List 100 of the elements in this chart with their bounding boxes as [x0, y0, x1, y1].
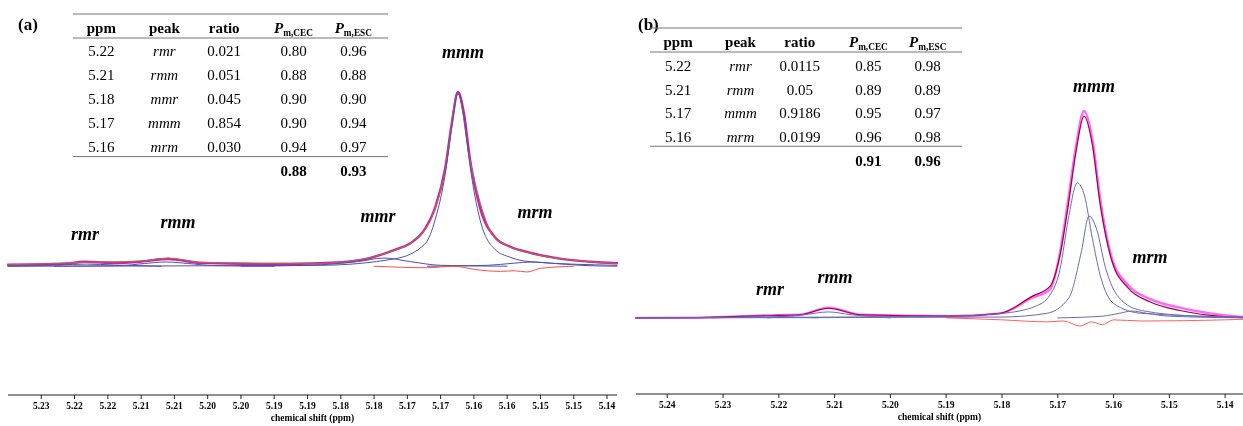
x-tick-label: 5.22 [99, 401, 117, 411]
annotation: 5.16 [664, 128, 692, 145]
x-tick-label: 5.14 [1216, 400, 1234, 410]
text: 0.05 [786, 81, 813, 98]
text: 0.89 [914, 81, 941, 98]
annotation: 0.97 [914, 105, 942, 122]
annotation: 0.90 [340, 91, 367, 107]
x-tick-label: 5.20 [882, 400, 899, 410]
x-tick-label: 5.18 [365, 401, 383, 411]
annotation: 0.045 [207, 91, 242, 107]
x-tick-label: 5.20 [232, 401, 250, 411]
annotation: mmr [360, 206, 397, 226]
x-tick-label: 5.20 [199, 401, 217, 411]
text: 5.21 [88, 67, 115, 83]
text: 5.22 [88, 43, 115, 59]
x-tick-label: 5.19 [299, 401, 317, 411]
x-tick-label: 5.15 [565, 401, 583, 411]
annotation: mrm [150, 139, 179, 155]
text: rmm [726, 81, 755, 98]
annotation: 5.17 [664, 105, 692, 122]
x-tick-label: 5.19 [265, 401, 283, 411]
annotation: 0.90 [280, 91, 307, 107]
x-tick-label: 5.16 [1105, 400, 1123, 410]
text: 0.0115 [779, 58, 821, 74]
text: 0.98 [914, 58, 941, 74]
text: 0.051 [207, 67, 242, 83]
annotation: rmm [160, 212, 196, 232]
x-tick-label: 5.17 [432, 401, 450, 411]
x-axis-title: chemical shift (ppm) [270, 413, 355, 424]
x-tick-label: 5.17 [399, 401, 416, 411]
x-tick-label: 5.23 [714, 400, 732, 410]
x-tick-label: 5.19 [937, 400, 955, 410]
x-axis-title: chemical shift (ppm) [897, 412, 982, 423]
chart-title: (b) [638, 15, 659, 34]
annotation: mrm [1132, 247, 1168, 267]
text: peak [148, 20, 181, 36]
x-tick-label: 5.16 [498, 401, 516, 411]
x-tick-label: 5.22 [770, 400, 788, 410]
x-tick-label: 5.18 [993, 400, 1011, 410]
text: 0.96 [340, 43, 367, 59]
text: ratio [784, 34, 816, 50]
x-tick-label: 5.16 [465, 401, 483, 411]
annotation: rmr [70, 224, 100, 244]
text: rmr [729, 58, 752, 74]
text: rmm [150, 67, 179, 83]
annotation: rmr [755, 279, 785, 299]
x-tick-label: 5.22 [66, 401, 84, 411]
text: ratio [208, 20, 240, 36]
text: P$_{m,CEC}$ [848, 34, 888, 52]
text: 0.88 [280, 67, 307, 83]
text: mmm [441, 42, 485, 62]
text: 5.21 [664, 81, 692, 98]
text: 0.021 [207, 43, 242, 59]
text: 0.88 [340, 67, 367, 83]
x-tick-label: 5.23 [32, 401, 50, 411]
annotation: 0.030 [207, 139, 242, 155]
annotation: 0.0199 [779, 128, 821, 145]
annotation: 0.96 [914, 152, 942, 169]
x-tick-label: 5.24 [658, 400, 676, 410]
x-tick-label: 5.15 [1161, 400, 1178, 410]
annotation: 0.98 [914, 128, 941, 145]
text: rmr [153, 43, 176, 59]
text: 0.89 [855, 81, 882, 98]
annotation: 0.9186 [779, 105, 821, 122]
text: P$_{m,ESC}$ [334, 20, 373, 38]
text: 5.22 [664, 58, 692, 74]
annotation: mrm [517, 202, 553, 222]
annotation: mmm [724, 105, 757, 122]
chart-title: (a) [18, 15, 38, 34]
annotation: rmm [817, 267, 853, 287]
x-tick-label: 5.14 [598, 401, 616, 411]
annotation: 0.854 [207, 115, 242, 131]
x-tick-label: 5.18 [332, 401, 350, 411]
annotation: mmr [150, 91, 179, 107]
text: 0.80 [280, 43, 307, 59]
annotation: 0.88 [280, 163, 307, 180]
annotation: 5.17 [88, 115, 115, 131]
annotation: mmm [148, 115, 181, 131]
annotation: 0.93 [340, 163, 367, 180]
annotation: 0.97 [340, 139, 367, 155]
annotation: mrm [726, 128, 755, 145]
x-tick-label: 5.21 [826, 400, 844, 410]
x-tick-label: 5.15 [532, 401, 550, 411]
annotation: 0.91 [855, 152, 882, 169]
x-tick-label: 5.17 [1049, 400, 1067, 410]
text: ppm [663, 34, 694, 50]
text: 0.85 [855, 58, 882, 74]
text: P$_{m,ESC}$ [909, 34, 947, 52]
text: mmm [1072, 76, 1116, 96]
text: P$_{m,CEC}$ [274, 20, 313, 38]
annotation: 0.96 [855, 128, 883, 145]
annotation: 0.90 [280, 115, 307, 131]
text: peak [725, 34, 757, 50]
annotation: 5.18 [88, 91, 115, 107]
annotation: 0.94 [340, 115, 367, 131]
text: ppm [86, 20, 117, 36]
x-tick-label: 5.21 [132, 401, 150, 411]
x-tick-label: 5.21 [166, 401, 183, 411]
annotation: 0.94 [280, 139, 308, 155]
annotation: 5.16 [88, 139, 115, 155]
